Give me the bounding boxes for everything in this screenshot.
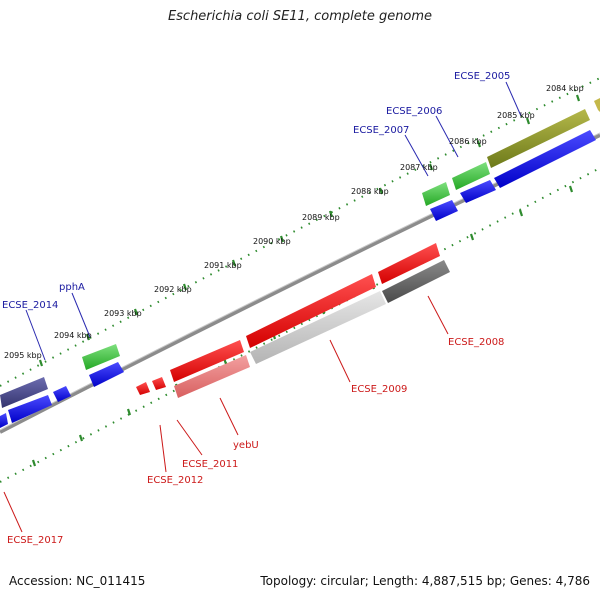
gene-feature (89, 362, 124, 387)
gene-feature (8, 395, 52, 423)
lower-label-leaders (3, 295, 449, 533)
kbp-label: 2084 kbp (546, 84, 584, 93)
gene-label: ECSE_2009 (351, 384, 407, 395)
gene-feature (136, 382, 150, 395)
gene-feature (174, 355, 250, 398)
gene-feature (246, 274, 376, 348)
gene-label: ECSE_2008 (448, 337, 504, 348)
kbp-label: 2087 kbp (400, 163, 438, 172)
gene-feature (460, 180, 496, 203)
kbp-labels: 2084 kbp 2085 kbp 2086 kbp 2087 kbp 2088… (4, 84, 584, 360)
topology-label: Topology: circular; Length: 4,887,515 bp… (260, 574, 590, 588)
map-title: Escherichia coli SE11, complete genome (167, 9, 433, 24)
gene-feature (422, 182, 450, 206)
gene-label: ECSE_2011 (182, 459, 238, 470)
gene-feature (430, 200, 458, 221)
kbp-label: 2090 kbp (253, 237, 291, 246)
outer-major-ticks (38, 94, 581, 367)
upper-label-leaders (25, 81, 522, 361)
gene-label: ECSE_2017 (7, 535, 63, 546)
kbp-label: 2094 kbp (54, 331, 92, 340)
gene-label: ECSE_2012 (147, 475, 203, 486)
gene-feature (53, 386, 71, 402)
gene-feature (382, 260, 450, 303)
lower-gene-labels: ECSE_2008 ECSE_2009 yebU ECSE_2011 ECSE_… (7, 337, 504, 546)
gene-feature (452, 162, 490, 190)
kbp-label: 2089 kbp (302, 213, 340, 222)
inner-tick-track (0, 167, 600, 483)
gene-label: ECSE_2005 (454, 71, 510, 82)
gene-feature (152, 377, 166, 390)
kbp-label: 2088 kbp (351, 187, 389, 196)
reverse-genes (136, 243, 450, 398)
gene-feature (0, 377, 48, 408)
gene-feature (170, 340, 244, 382)
gene-feature (494, 130, 596, 188)
kbp-label: 2093 kbp (104, 309, 142, 318)
upper-gene-labels: ECSE_2005 ECSE_2006 ECSE_2007 pphA ECSE_… (2, 71, 510, 311)
forward-genes (0, 98, 600, 408)
gene-label: ECSE_2014 (2, 300, 58, 311)
accession-label: Accession: NC_011415 (9, 574, 146, 588)
gene-label: ECSE_2006 (386, 106, 442, 117)
gene-label: yebU (233, 440, 259, 451)
kbp-label: 2091 kbp (204, 261, 242, 270)
kbp-label: 2086 kbp (449, 137, 487, 146)
kbp-label: 2085 kbp (497, 111, 535, 120)
gene-feature (378, 243, 440, 284)
gene-label: ECSE_2007 (353, 125, 409, 136)
gene-feature (250, 291, 386, 364)
blue-genes (0, 130, 596, 428)
gene-feature (594, 98, 600, 112)
gene-feature (0, 413, 8, 428)
gene-feature (487, 109, 590, 168)
gene-label: pphA (59, 282, 85, 293)
kbp-label: 2092 kbp (154, 285, 192, 294)
kbp-label: 2095 kbp (4, 351, 42, 360)
gene-feature (82, 344, 120, 370)
